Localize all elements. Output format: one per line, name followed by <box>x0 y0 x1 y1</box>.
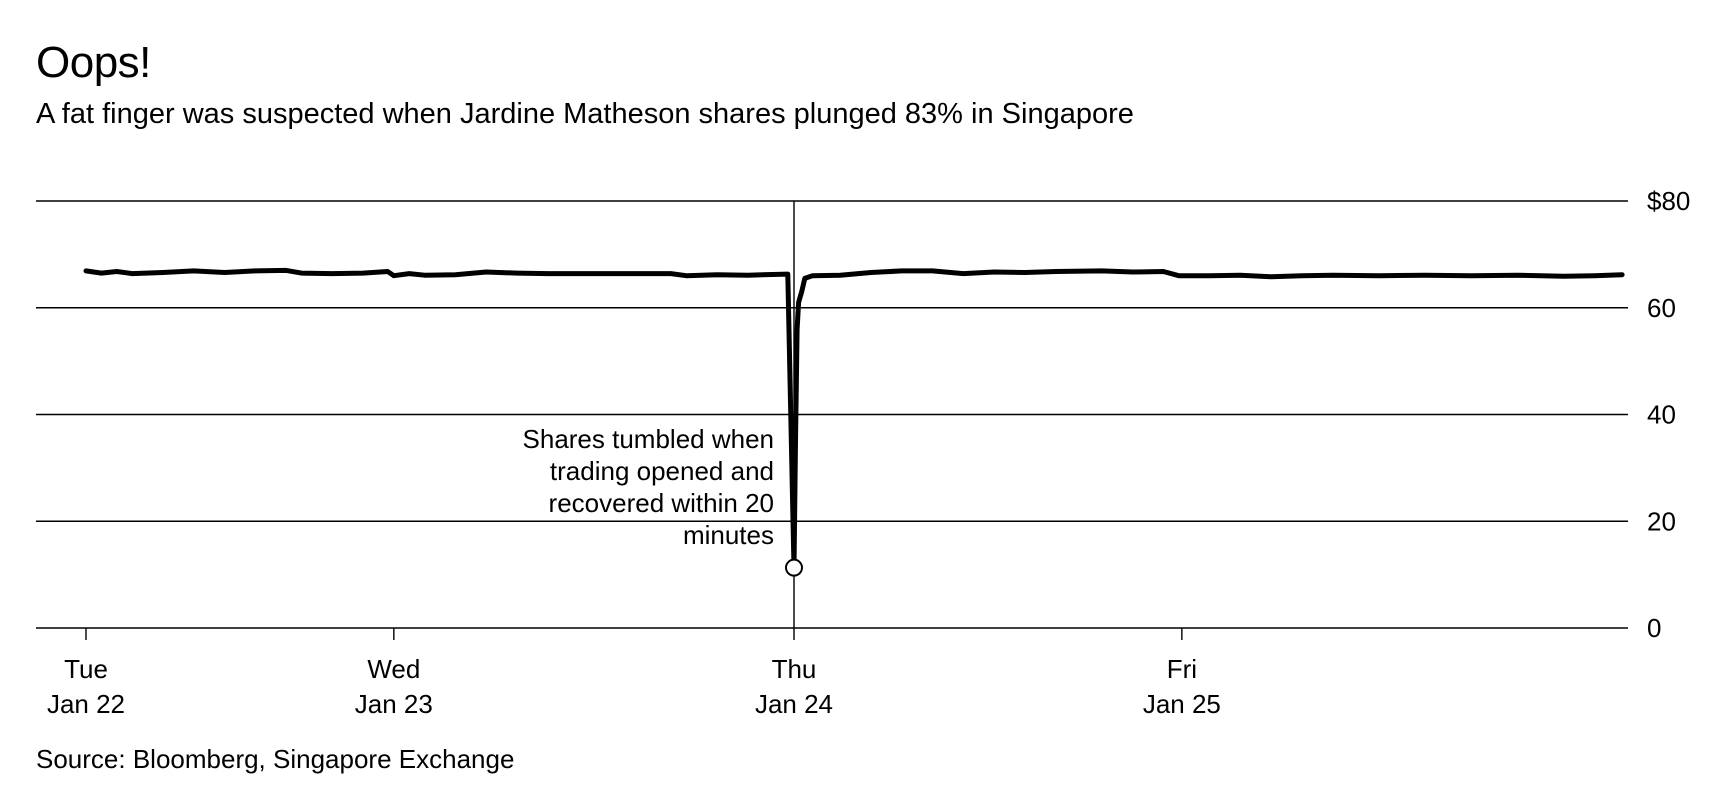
chart-plot: Tue Jan 22 Wed Jan 23 Thu Jan 24 Fri Jan 25 0 20… <box>36 186 1690 719</box>
annotation-marker <box>785 558 803 577</box>
y-tick-label: $80 <box>1647 186 1690 216</box>
y-tick-label: 20 <box>1647 506 1676 536</box>
chart-title: Oops! <box>36 38 151 87</box>
x-tick-label-day: Tue <box>64 654 108 684</box>
x-tick-label-day: Thu <box>772 654 817 684</box>
gridlines <box>36 200 1628 629</box>
x-tick-label-date: Jan 23 <box>355 689 433 719</box>
price-series-line <box>83 267 1625 571</box>
chart-subtitle: A fat finger was suspected when Jardine … <box>36 98 1134 130</box>
chart-source: Source: Bloomberg, Singapore Exchange <box>36 744 515 774</box>
x-tick-label-date: Jan 24 <box>755 689 833 719</box>
x-tick-label-date: Jan 25 <box>1143 689 1221 719</box>
annotation-text-line: recovered within 20 <box>549 488 774 518</box>
x-tick-label-day: Fri <box>1167 654 1197 684</box>
annotation-text-line: minutes <box>683 520 774 550</box>
x-tick-label-date: Jan 22 <box>47 689 125 719</box>
y-tick-label: 60 <box>1647 293 1676 323</box>
y-axis: 0 20 40 60 $80 <box>1647 186 1690 643</box>
x-axis: Tue Jan 22 Wed Jan 23 Thu Jan 24 Fri Jan 25 <box>47 628 1221 719</box>
series-layer <box>83 267 1625 571</box>
annotation-text-line: Shares tumbled when <box>523 424 774 454</box>
x-tick-label-day: Wed <box>367 654 420 684</box>
annotation-text-line: trading opened and <box>550 456 774 486</box>
y-tick-label: 0 <box>1647 613 1661 643</box>
y-tick-label: 40 <box>1647 400 1676 430</box>
